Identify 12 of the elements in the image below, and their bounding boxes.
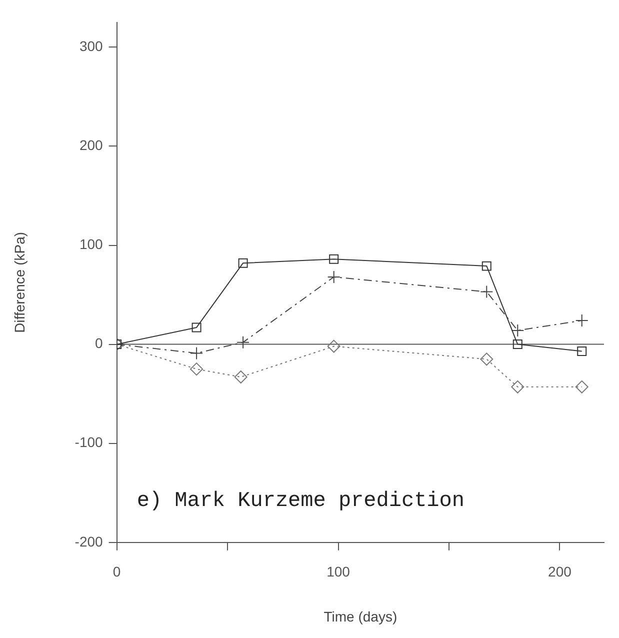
x-tick-label: 200 xyxy=(548,564,572,580)
y-tick-label: 100 xyxy=(79,236,104,252)
y-tick-label: -100 xyxy=(74,434,104,450)
x-axis-title: Time (days) xyxy=(324,608,398,624)
y-tick-label: 300 xyxy=(79,38,104,54)
y-tick-label: 0 xyxy=(95,335,104,352)
annotation: e) Mark Kurzeme prediction xyxy=(136,490,464,513)
y-tick-label: 200 xyxy=(79,137,104,154)
x-tick-label: 100 xyxy=(326,564,350,580)
y-tick-label: -200 xyxy=(74,533,104,550)
x-tick-label: 0 xyxy=(112,564,121,580)
y-axis-title: Difference (kPa) xyxy=(11,232,28,333)
